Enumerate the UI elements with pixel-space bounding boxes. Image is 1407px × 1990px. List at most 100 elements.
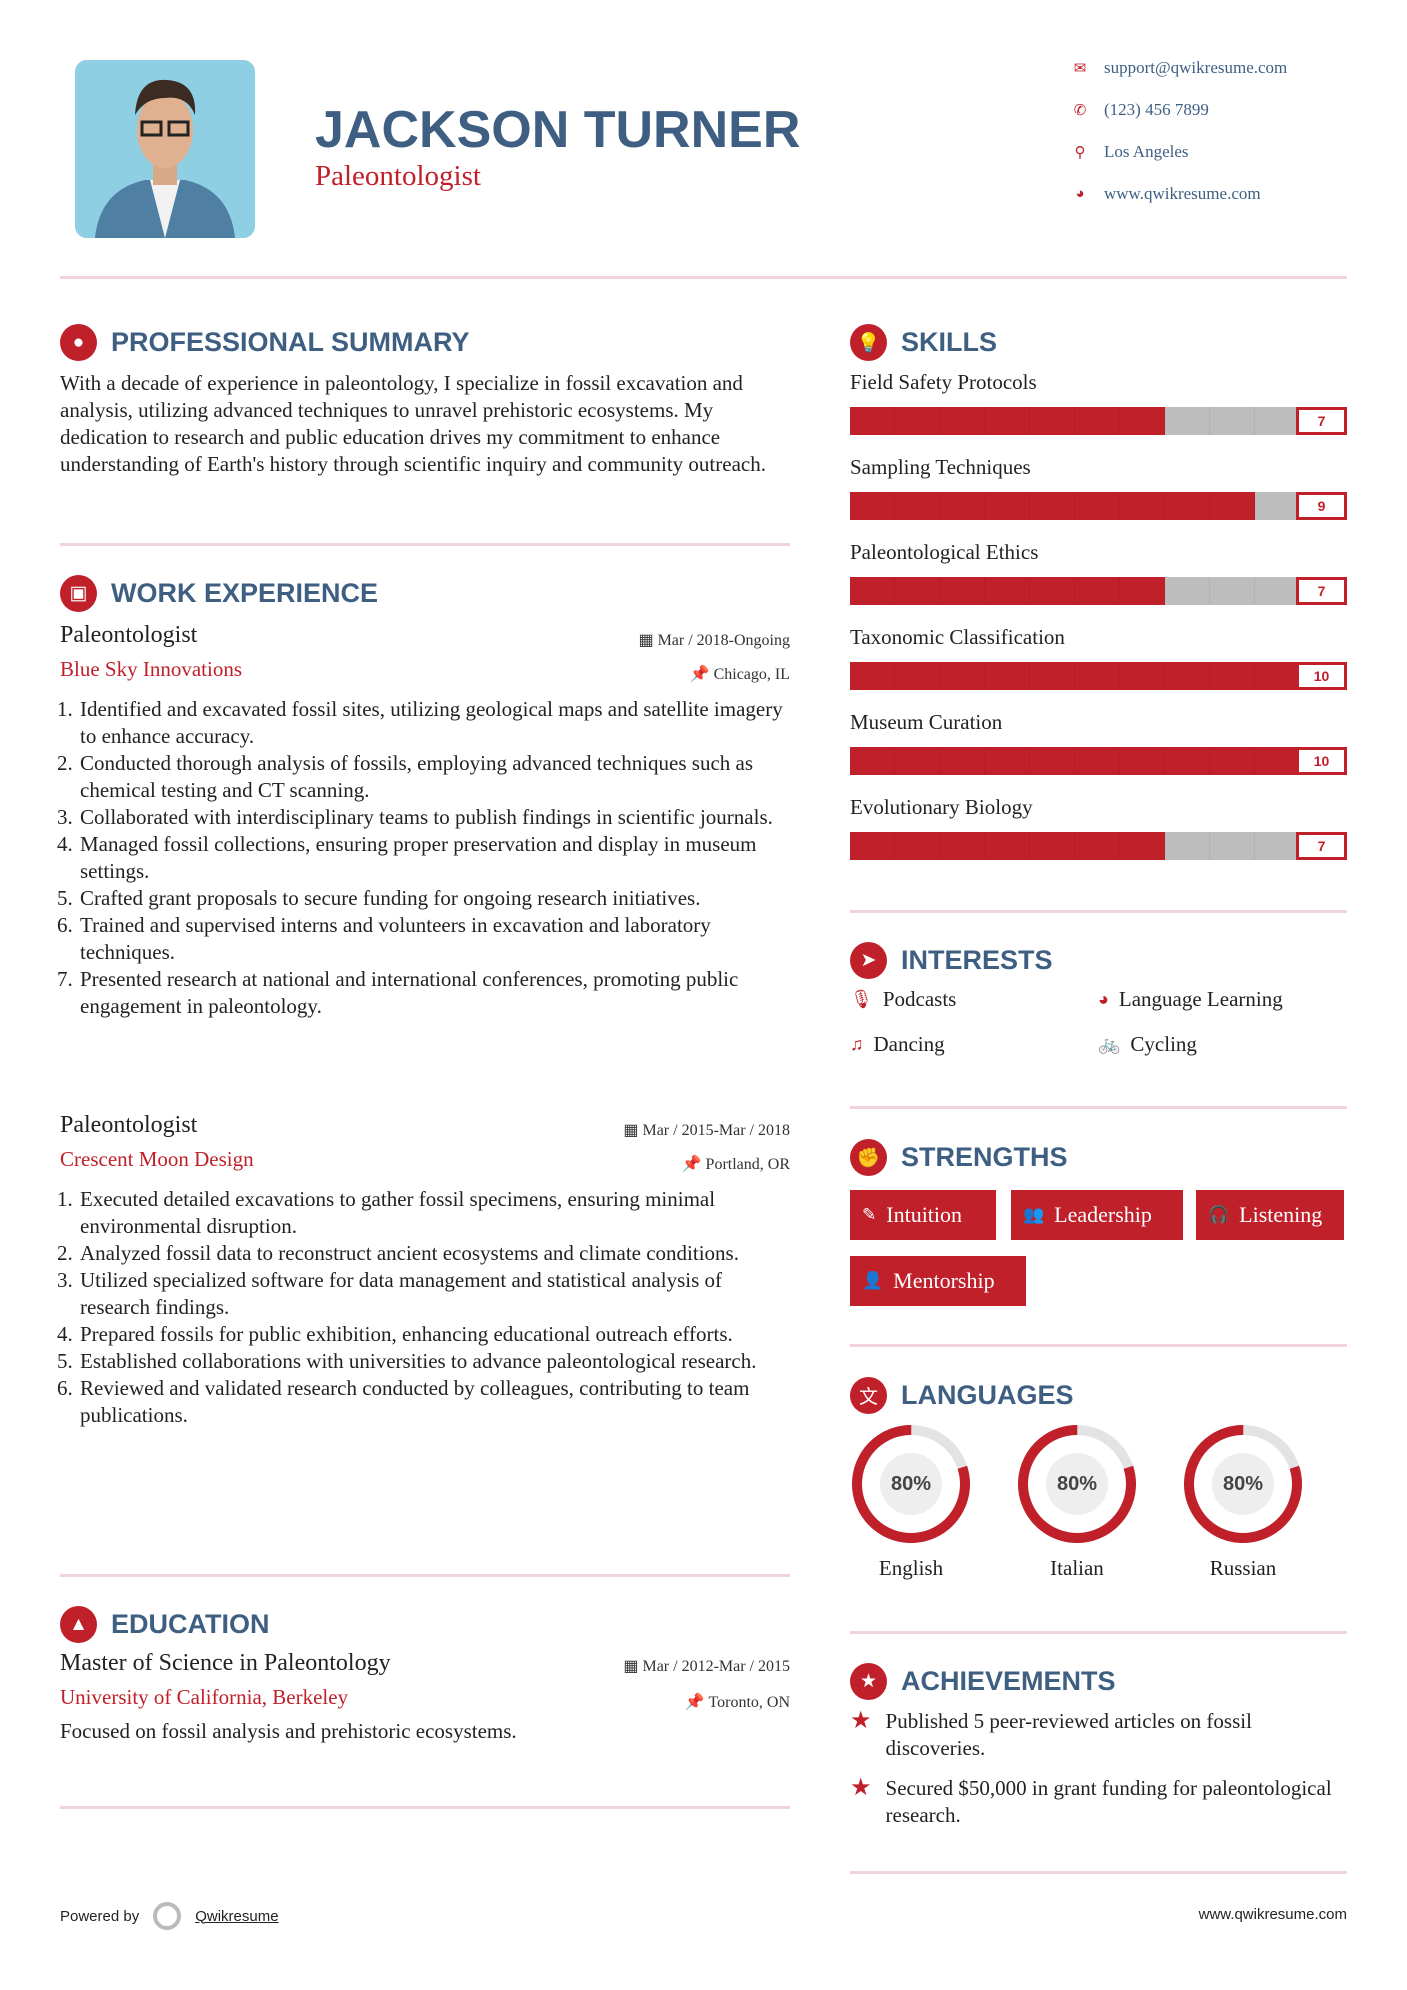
contact-item[interactable]: ✉ support@qwikresume.com: [1073, 58, 1288, 77]
ring-fill: [852, 1425, 970, 1543]
education-entry: Master of Science in Paleontology ▦ Mar …: [60, 1650, 790, 1743]
skill-segment: [1075, 492, 1120, 520]
map-pin-icon: ⚲: [1074, 144, 1086, 161]
skill-segment: [1075, 407, 1120, 435]
strengths-heading: ✊ STRENGTHS: [850, 1139, 1068, 1176]
skill-segment: [850, 662, 895, 690]
company: Blue Sky Innovations: [60, 657, 242, 681]
job-bullet: Trained and supervised interns and volun…: [78, 912, 790, 966]
bicycle-icon: 🚲: [1098, 1034, 1121, 1054]
skill-item: Museum Curation 10: [850, 710, 1347, 775]
divider: [850, 1344, 1347, 1347]
microphone-icon: 🎙: [850, 989, 873, 1009]
skill-segment: [1030, 662, 1075, 690]
skill-segment: [1030, 747, 1075, 775]
skill-segment: [1120, 407, 1165, 435]
skill-segment: [1255, 662, 1300, 690]
skill-level: 10: [1296, 662, 1347, 690]
skill-segment: [850, 747, 895, 775]
skill-segment: [1255, 492, 1300, 520]
phone-icon: ✆: [1073, 102, 1087, 119]
user-plus-icon: 👤: [862, 1271, 884, 1290]
skill-segment: [1255, 577, 1300, 605]
interests-heading: ➤ INTERESTS: [850, 942, 1053, 979]
skill-bar: 9: [850, 492, 1347, 520]
pin-icon: 📌: [681, 1156, 706, 1173]
language-ring: 80%: [1182, 1423, 1304, 1545]
ring-fill: [1018, 1425, 1136, 1543]
skill-segment: [1075, 577, 1120, 605]
skill-segment: [1210, 492, 1255, 520]
music-note-icon: ♫: [850, 1034, 864, 1054]
summary-text: With a decade of experience in paleontol…: [60, 371, 766, 476]
skill-segment: [1165, 407, 1210, 435]
contact-item[interactable]: ⚲ Los Angeles: [1072, 142, 1189, 162]
job-entry: Paleontologist ▦ Mar / 2018-Ongoing Blue…: [60, 622, 790, 1020]
languages-heading: 文 LANGUAGES: [850, 1377, 1074, 1414]
language-ring: 80%: [1016, 1423, 1138, 1545]
summary-heading: ● PROFESSIONAL SUMMARY: [60, 324, 470, 361]
skill-segment: [1120, 747, 1165, 775]
skill-segment: [940, 832, 985, 860]
strength-chip: 🎧 Listening: [1196, 1190, 1344, 1240]
divider: [60, 543, 790, 546]
header-divider: [60, 276, 1347, 279]
skill-bar: 7: [850, 407, 1347, 435]
skill-level: 7: [1296, 832, 1347, 860]
skill-bar: 7: [850, 577, 1347, 605]
users-icon: 👥: [1023, 1205, 1045, 1224]
job-entry: Paleontologist ▦ Mar / 2015-Mar / 2018 C…: [60, 1112, 790, 1429]
job-bullet: Crafted grant proposals to secure fundin…: [78, 885, 790, 912]
footer-website[interactable]: www.qwikresume.com: [1198, 1906, 1347, 1923]
skill-segment: [895, 577, 940, 605]
skill-segment: [1210, 577, 1255, 605]
skill-segment: [850, 492, 895, 520]
skill-segment: [895, 747, 940, 775]
language-name: English: [878, 1556, 944, 1580]
briefcase-icon: ▣: [60, 575, 97, 612]
star-icon: ★: [850, 1775, 872, 1801]
skill-segment: [850, 832, 895, 860]
skill-segment: [985, 747, 1030, 775]
skill-segment: [1255, 407, 1300, 435]
job-bullet: Collaborated with interdisciplinary team…: [78, 804, 790, 831]
skill-segment: [1120, 577, 1165, 605]
contact-item[interactable]: ✆ (123) 456 7899: [1073, 100, 1209, 119]
strength-chip: ✎ Intuition: [850, 1190, 996, 1240]
job-bullet: Utilized specialized software for data m…: [78, 1267, 790, 1321]
divider: [850, 1871, 1347, 1874]
skill-segment: [1030, 407, 1075, 435]
job-bullet: Conducted thorough analysis of fossils, …: [78, 750, 790, 804]
skill-item: Evolutionary Biology 7: [850, 795, 1347, 860]
candidate-name: JACKSON TURNER: [315, 101, 801, 159]
qwikresume-link[interactable]: Qwikresume: [195, 1907, 279, 1925]
job-bullet: Reviewed and validated research conducte…: [78, 1375, 790, 1429]
skill-segment: [985, 407, 1030, 435]
divider: [60, 1806, 790, 1809]
candidate-title: Paleontologist: [315, 160, 481, 192]
skill-segment: [940, 492, 985, 520]
contact-item[interactable]: ◕ www.qwikresume.com: [1072, 184, 1260, 204]
divider: [850, 910, 1347, 913]
job-bullet: Managed fossil collections, ensuring pro…: [78, 831, 790, 885]
globe-icon: ◕: [1075, 185, 1085, 202]
language-ring: 80%: [850, 1423, 972, 1545]
skill-segment: [1075, 832, 1120, 860]
achievement-item: ★ Secured $50,000 in grant funding for pa…: [850, 1775, 1332, 1827]
skill-segment: [1075, 662, 1120, 690]
user-icon: ●: [60, 324, 97, 361]
skill-segment: [985, 492, 1030, 520]
skill-segment: [1255, 747, 1300, 775]
language-icon: 文: [850, 1377, 887, 1414]
skill-level: 7: [1296, 577, 1347, 605]
interest-item: 🎙 Podcasts: [850, 987, 957, 1011]
interest-item: ◕ Language Learning: [1098, 987, 1283, 1011]
skill-segment: [1255, 832, 1300, 860]
skills-heading: 💡 SKILLS: [850, 324, 997, 361]
globe-icon: ◕: [1098, 989, 1109, 1009]
work-heading: ▣ WORK EXPERIENCE: [60, 575, 378, 612]
divider: [850, 1631, 1347, 1634]
skill-segment: [1165, 832, 1210, 860]
graduation-icon: ▲: [60, 1606, 97, 1643]
achievement-item: ★ Published 5 peer-reviewed articles on f…: [850, 1708, 1252, 1760]
